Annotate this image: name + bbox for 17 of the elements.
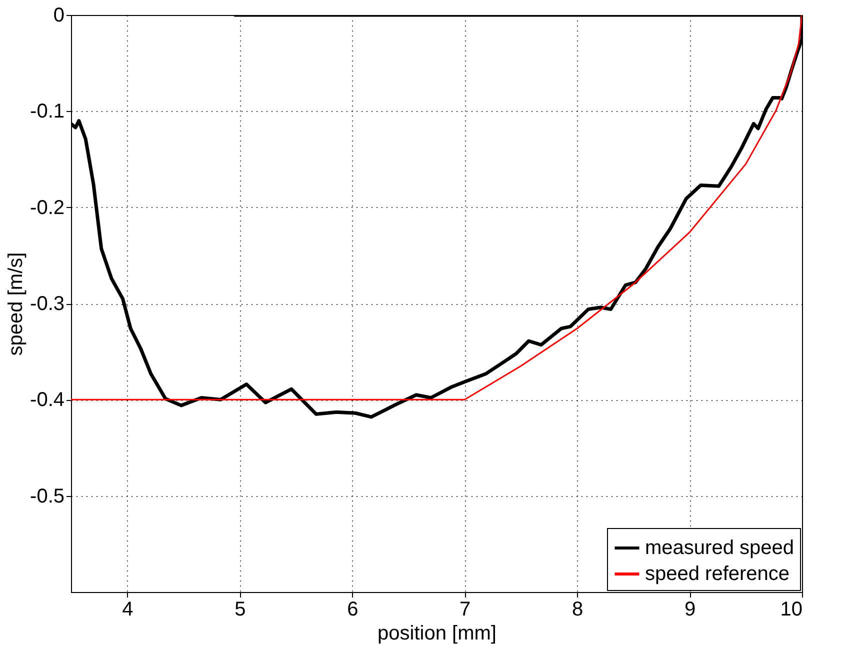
y-tick-label: -0.4	[30, 389, 64, 412]
legend-label: measured speed	[645, 537, 794, 559]
x-axis-title: position [mm]	[378, 622, 496, 644]
x-tick-label: 8	[572, 598, 584, 620]
x-tick-label: 7	[460, 598, 471, 620]
x-tick-label: 4	[122, 598, 134, 620]
x-tick-label: 10	[780, 598, 802, 620]
y-tick-label: -0.2	[30, 196, 64, 219]
x-tick-label: 9	[684, 598, 696, 620]
y-axis-title: speed [m/s]	[5, 252, 28, 356]
y-tick-label: 0	[53, 4, 64, 26]
x-tick-label: 6	[347, 598, 358, 620]
legend-label: speed reference	[645, 563, 790, 585]
y-tick-label: -0.5	[30, 485, 64, 508]
y-tick-label: -0.1	[30, 100, 64, 123]
y-tick-label: -0.3	[30, 293, 64, 315]
x-tick-label: 5	[234, 598, 246, 620]
